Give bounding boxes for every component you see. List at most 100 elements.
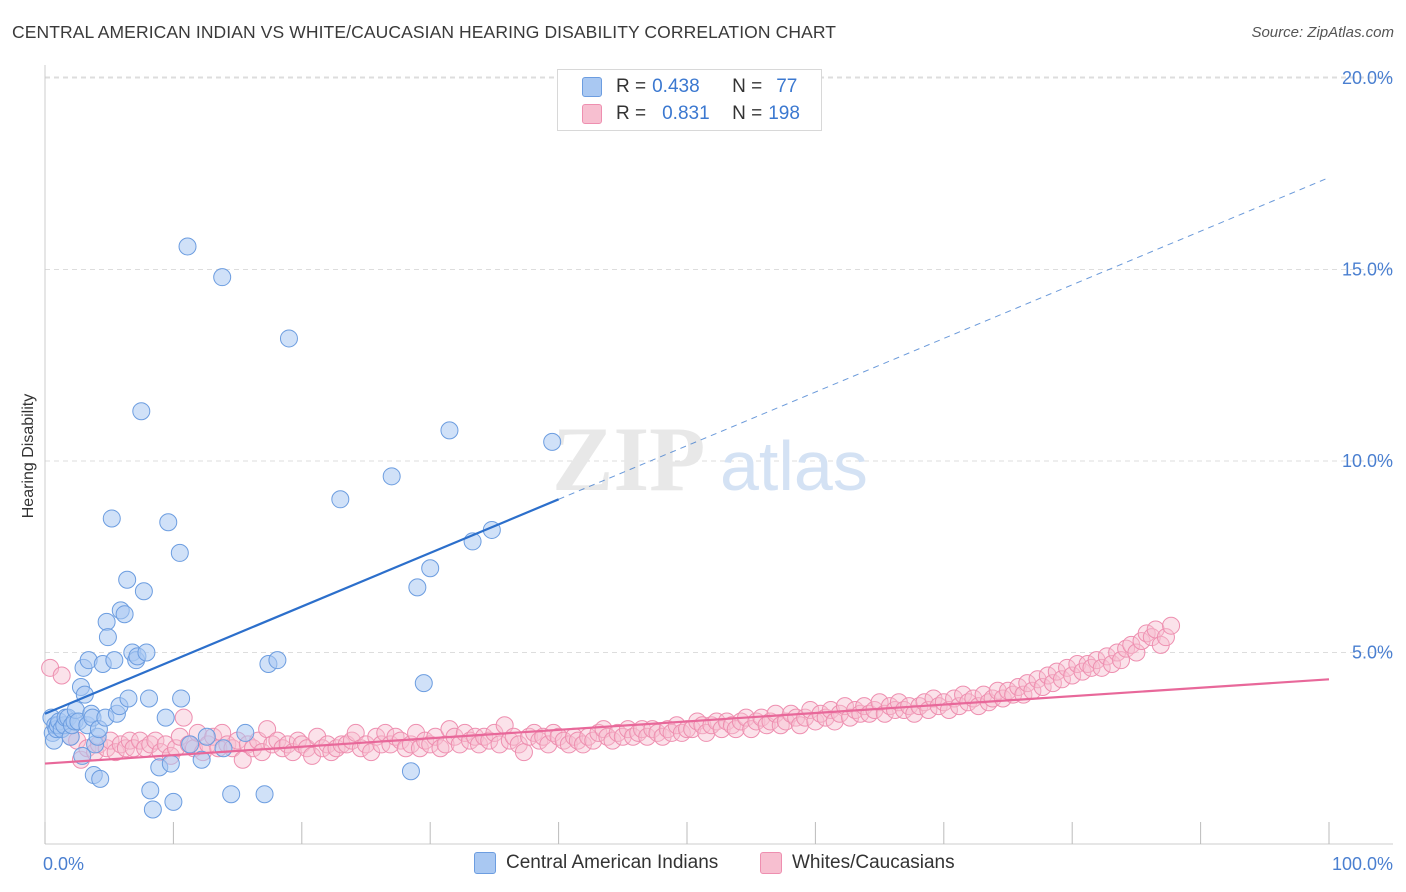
blue-data-point — [98, 628, 117, 647]
x-tick-labels: 0.0% 100.0% — [43, 854, 1393, 874]
pink-data-point — [436, 735, 455, 754]
blue-data-point — [268, 651, 287, 670]
n-label: N = — [732, 103, 763, 124]
blue-data-point — [214, 739, 233, 758]
r-label: R = — [616, 103, 647, 124]
blue-data-point — [331, 490, 350, 509]
pink-swatch-icon — [582, 104, 602, 124]
blue-data-point — [543, 432, 562, 451]
watermark: ZIP atlas — [552, 408, 868, 510]
legend-item-central-american: Central American Indians — [474, 852, 718, 874]
y-tick-labels: 5.0% 10.0% 15.0% 20.0% — [1342, 68, 1393, 663]
pink-data-point — [156, 735, 175, 754]
blue-data-point — [172, 689, 191, 708]
pink-data-point — [1052, 670, 1071, 689]
blue-data-point — [102, 509, 121, 528]
pink-data-point — [1111, 651, 1130, 670]
blue-data-point — [279, 329, 298, 348]
pink-data-point — [1063, 666, 1082, 685]
pink-data-point — [1127, 643, 1146, 662]
pink-data-point — [407, 723, 426, 742]
series-name: Whites/Caucasians — [792, 852, 955, 873]
watermark-atlas: atlas — [720, 427, 868, 505]
stats-legend: R = 0.438 N = 77 R = 0.831 N = 198 — [557, 69, 822, 131]
pink-data-point — [1092, 658, 1111, 677]
legend-row-central-american: R = 0.438 N = 77 — [582, 75, 797, 99]
n-value: 198 — [768, 103, 800, 124]
r-value: 0.831 — [662, 103, 710, 124]
blue-data-point — [197, 727, 216, 746]
x-tick-label-min: 0.0% — [43, 854, 84, 874]
n-value: 77 — [776, 76, 798, 97]
pink-data-point — [303, 746, 322, 765]
blue-data-point — [255, 785, 274, 804]
pink-data-point — [870, 693, 889, 712]
blue-data-point — [105, 651, 124, 670]
pink-data-point — [52, 666, 71, 685]
legend-item-white-caucasian: Whites/Caucasians — [760, 852, 955, 874]
blue-data-point — [134, 582, 153, 601]
blue-data-point — [132, 402, 151, 421]
blue-swatch-icon — [582, 77, 602, 97]
pink-data-point — [1162, 616, 1181, 635]
blue-data-point — [119, 689, 138, 708]
pink-data-point — [1156, 628, 1175, 647]
blue-data-point — [222, 785, 241, 804]
blue-data-point — [170, 543, 189, 562]
blue-data-point — [159, 513, 178, 532]
y-axis-label: Hearing Disability — [20, 394, 37, 519]
blue-data-point — [192, 750, 211, 769]
pink-data-point — [950, 697, 969, 716]
blue-data-point — [137, 643, 156, 662]
pink-data-point — [514, 743, 533, 762]
blue-data-point — [408, 578, 427, 597]
pink-data-point — [766, 704, 785, 723]
central-american-indian-points — [42, 237, 562, 819]
blue-data-point — [178, 237, 197, 256]
blue-data-point — [161, 754, 180, 773]
blue-data-point — [91, 769, 110, 788]
blue-trend-line — [44, 498, 560, 715]
r-value: 0.438 — [652, 76, 700, 97]
legend-row-white-caucasian: R = 0.831 N = 198 — [582, 102, 800, 126]
blue-data-point — [140, 689, 159, 708]
trend-lines — [44, 177, 1330, 765]
watermark-zip: ZIP — [552, 408, 705, 510]
r-label: R = — [616, 76, 647, 97]
blue-data-point — [143, 800, 162, 819]
pink-data-point — [1103, 654, 1122, 673]
blue-data-point — [156, 708, 175, 727]
y-tick-label: 5.0% — [1352, 643, 1393, 663]
x-tick-label-max: 100.0% — [1332, 854, 1393, 874]
pink-trend-line — [44, 678, 1330, 765]
pink-data-point — [539, 735, 558, 754]
pink-swatch-icon — [760, 852, 782, 874]
pink-data-point — [490, 735, 509, 754]
n-label: N = — [732, 76, 763, 97]
pink-data-point — [1033, 677, 1052, 696]
blue-data-point — [421, 559, 440, 578]
source-credit: Source: ZipAtlas.com — [1251, 24, 1394, 41]
blue-data-point — [118, 570, 137, 589]
blue-data-point — [414, 674, 433, 693]
blue-data-point — [236, 723, 255, 742]
blue-data-point — [440, 421, 459, 440]
blue-data-point — [181, 735, 200, 754]
blue-data-point — [97, 612, 116, 631]
white-caucasian-points — [41, 616, 1181, 769]
blue-data-point — [115, 605, 134, 624]
blue-data-point — [164, 792, 183, 811]
blue-swatch-icon — [474, 852, 496, 874]
pink-data-point — [174, 708, 193, 727]
pink-data-point — [939, 700, 958, 719]
pink-data-point — [1043, 674, 1062, 693]
pink-data-point — [821, 700, 840, 719]
grid-lines — [45, 76, 1393, 653]
pink-data-point — [146, 731, 165, 750]
y-tick-label: 10.0% — [1342, 451, 1393, 471]
series-name: Central American Indians — [506, 852, 719, 873]
blue-data-point — [213, 268, 232, 287]
chart-title: CENTRAL AMERICAN INDIAN VS WHITE/CAUCASI… — [12, 22, 837, 42]
y-tick-label: 20.0% — [1342, 68, 1393, 88]
